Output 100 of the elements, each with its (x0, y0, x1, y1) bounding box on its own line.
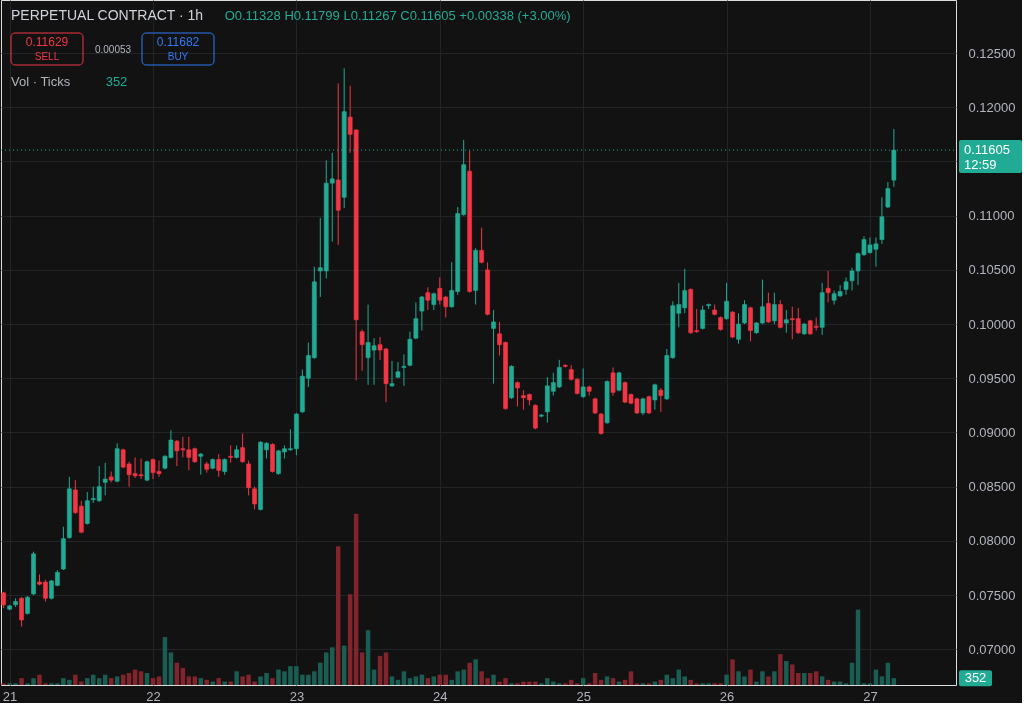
annotation: 0.00053 (94, 44, 132, 55)
y-tick-label: 0.10500 (968, 262, 1016, 278)
bar (491, 674, 496, 685)
candlestick (766, 292, 771, 324)
annotation: 0.11629 (25, 35, 69, 49)
candlestick (479, 227, 484, 264)
candlestick (19, 596, 24, 627)
bar (819, 676, 825, 685)
candlestick (389, 360, 395, 388)
candlestick (778, 299, 783, 329)
candlestick (216, 453, 222, 478)
bar (186, 676, 192, 685)
bar (730, 659, 735, 685)
candlestick (240, 433, 245, 464)
x-tick-label: 24 (433, 688, 448, 704)
candlestick (843, 276, 849, 296)
y-tick-label: 0.08500 (968, 479, 1016, 495)
x-tick-label: 26 (719, 688, 735, 704)
candlestick (533, 403, 538, 430)
candlestick (425, 286, 431, 311)
candlestick (885, 181, 891, 209)
bar (473, 659, 478, 685)
annotation: BUY (167, 51, 189, 62)
candlestick (772, 292, 777, 325)
bar (724, 674, 729, 685)
bar (389, 676, 395, 685)
candlestick (879, 196, 885, 245)
bar (891, 678, 897, 685)
bar (138, 671, 144, 685)
annotation: 0.11682 (156, 35, 200, 49)
candlestick (395, 361, 401, 379)
candlestick (102, 462, 108, 496)
bar (228, 681, 233, 685)
candlestick (401, 353, 407, 387)
text: 12:59 (964, 157, 997, 173)
text: PERPETUAL CONTRACT · 1h (11, 7, 204, 23)
y-tick-label: 0.12500 (968, 45, 1016, 61)
candlestick (825, 270, 831, 303)
candlestick (25, 595, 30, 616)
y-tick-label: 0.09000 (968, 424, 1016, 440)
bar (168, 652, 174, 685)
bar (580, 678, 586, 685)
candlestick (359, 328, 365, 372)
bar (467, 662, 472, 685)
text: O0.11328 H0.11799 L0.11267 C0.11605 +0.00338 (+3.00%) (224, 8, 571, 23)
candlestick (246, 460, 251, 496)
annotation: 352 (105, 74, 128, 89)
bar (748, 669, 753, 685)
candlestick (724, 282, 729, 321)
bar (359, 652, 365, 685)
candlestick (413, 301, 419, 340)
bar (19, 678, 24, 685)
x-tick-label: 21 (2, 688, 18, 704)
x-tick-label: 27 (863, 688, 878, 704)
candlestick (491, 309, 496, 385)
ref-line-label: 0.11605 (964, 142, 1011, 158)
candlestick (515, 381, 520, 407)
bar (108, 678, 114, 685)
candlestick (252, 486, 257, 510)
candlestick (419, 295, 425, 332)
bar (216, 678, 221, 685)
chart-title: Vol · Ticks (11, 74, 71, 89)
bar (192, 676, 198, 685)
bar (431, 676, 437, 685)
bar (198, 678, 204, 685)
candlestick (580, 368, 586, 399)
y-tick-label: 0.11000 (968, 208, 1015, 224)
candlestick (84, 491, 90, 526)
bar (114, 676, 120, 685)
y-tick-label: 0.09500 (968, 370, 1016, 386)
y-tick-label: 0.12000 (968, 99, 1016, 115)
bar (234, 671, 239, 685)
bar (401, 671, 407, 685)
x-tick-label: 25 (576, 688, 591, 704)
y-tick-label: 0.07000 (968, 641, 1016, 657)
bar (670, 678, 676, 685)
bar (772, 671, 777, 685)
x-tick-label: 22 (146, 688, 161, 704)
candlestick (783, 309, 789, 334)
bar (96, 678, 102, 685)
y-tick-label: 0.08000 (968, 533, 1016, 549)
bar (222, 681, 227, 685)
bar (682, 676, 687, 685)
candlestick (198, 452, 204, 476)
bar (383, 652, 389, 685)
text: 352 (964, 670, 987, 686)
bar (407, 678, 413, 685)
bar (778, 654, 783, 685)
bar (270, 678, 275, 685)
bar (610, 678, 616, 685)
y-tick-label: 0.10000 (968, 316, 1016, 332)
bar (604, 676, 610, 685)
annotation: SELL (34, 51, 60, 62)
bar (150, 678, 156, 685)
bar (413, 676, 419, 685)
x-tick-label: 23 (289, 688, 305, 704)
candlestick (748, 306, 753, 342)
bar (784, 661, 789, 685)
candlestick (658, 387, 664, 413)
candlestick (228, 444, 234, 464)
